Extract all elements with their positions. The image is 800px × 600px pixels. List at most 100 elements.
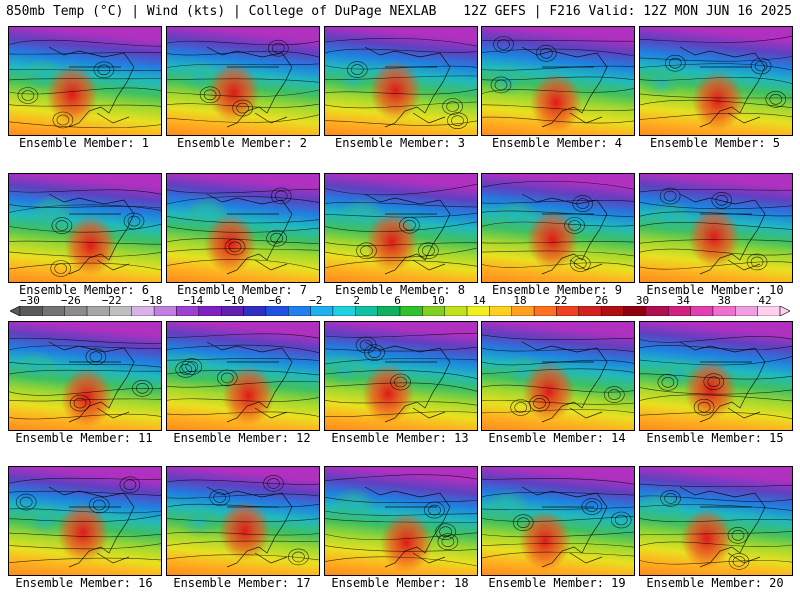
contour-line (640, 373, 792, 380)
ensemble-member-map-14 (481, 321, 635, 431)
closed-contour (119, 476, 141, 494)
closed-contour (21, 90, 35, 101)
contour-line (325, 382, 477, 392)
colorbar-segment (511, 306, 535, 316)
coastline-borders (521, 193, 608, 275)
closed-contour (536, 44, 557, 62)
contour-line (640, 239, 792, 244)
closed-contour (564, 217, 585, 234)
warm-airmass (688, 207, 741, 268)
colorbar-segment (86, 306, 110, 316)
contour-line (640, 202, 792, 210)
closed-contour (73, 397, 87, 409)
closed-contour (203, 89, 217, 101)
ensemble-member-map-3 (324, 26, 478, 136)
run-valid-time: 12Z GEFS | F216 Valid: 12Z MON JUN 16 20… (463, 4, 792, 19)
contour-line (325, 370, 477, 379)
ensemble-member-map-15 (639, 321, 793, 431)
colorbar-tick-label: −10 (224, 294, 245, 307)
colorbar-segment (578, 306, 602, 316)
contour-line (640, 261, 792, 270)
contour-line (482, 250, 634, 257)
colorbar-tick-label: −14 (183, 294, 204, 307)
closed-contour (703, 373, 725, 391)
contour-line (640, 394, 792, 402)
closed-contour (533, 398, 546, 409)
closed-contour (136, 383, 149, 394)
coastline-borders (521, 46, 608, 128)
colorbar-tick-label: 2 (353, 294, 360, 307)
closed-contour (660, 490, 681, 507)
contour-line (9, 78, 161, 81)
closed-contour (123, 212, 145, 230)
closed-contour (750, 57, 772, 75)
contour-line (325, 65, 477, 70)
closed-contour (85, 348, 107, 366)
contour-line (640, 531, 792, 536)
closed-contour (263, 475, 284, 492)
contour-line (9, 240, 161, 245)
contour-line (482, 491, 634, 497)
ensemble-member-map-9 (481, 173, 635, 283)
closed-contour (213, 492, 227, 503)
contour-line (325, 48, 477, 54)
contour-line (640, 188, 792, 193)
contour-line (482, 368, 634, 375)
contour-line (325, 75, 477, 81)
closed-contour (581, 498, 603, 515)
colorbar-segment (355, 306, 378, 316)
ensemble-member-map-1 (8, 26, 162, 136)
contour-line (640, 560, 792, 565)
coastline-borders (679, 193, 766, 275)
closed-contour (17, 87, 39, 104)
contour-line (325, 474, 477, 481)
closed-contour (368, 347, 381, 359)
cool-airmass (331, 62, 376, 95)
closed-contour (350, 64, 364, 75)
closed-contour (424, 501, 445, 519)
ensemble-member-label: Ensemble Member: 4 (491, 136, 623, 150)
contour-line (325, 532, 477, 540)
temperature-field-map (482, 467, 634, 575)
contour-line (167, 531, 319, 536)
closed-contour (55, 220, 69, 231)
closed-contour (731, 530, 745, 541)
closed-contour (769, 94, 783, 105)
contour-line (9, 251, 161, 257)
contour-line (640, 518, 792, 523)
colorbar-tick-label: 26 (595, 294, 609, 307)
colorbar-segment (265, 306, 289, 316)
ensemble-member-label: Ensemble Member: 14 (488, 431, 626, 445)
warm-airmass (369, 60, 422, 121)
contour-line (167, 518, 319, 523)
contour-line (9, 204, 161, 213)
colorbar-segment (735, 306, 758, 316)
contour-line (482, 384, 634, 393)
closed-contour (288, 548, 309, 566)
temperature-field-map (640, 322, 792, 430)
contour-line (9, 477, 161, 484)
ensemble-member-map-5 (639, 26, 793, 136)
colorbar-segment (422, 306, 445, 316)
closed-contour (442, 98, 463, 115)
closed-contour (572, 195, 593, 212)
closed-contour (356, 242, 377, 260)
closed-contour (693, 398, 715, 416)
colorbar-segment (757, 306, 781, 316)
closed-contour (216, 369, 238, 387)
closed-contour (664, 54, 686, 72)
closed-contour (568, 220, 581, 231)
contour-line (482, 180, 634, 190)
contour-line (167, 40, 319, 46)
contour-line (167, 78, 319, 83)
contour-line (167, 63, 319, 68)
cool-airmass (168, 352, 213, 385)
colorbar-tick-label: 10 (431, 294, 445, 307)
temperature-field-map (482, 322, 634, 430)
closed-contour (451, 115, 464, 126)
closed-contour (512, 514, 534, 532)
contour-line (325, 242, 477, 246)
closed-contour (364, 344, 385, 362)
contour-line (325, 38, 477, 47)
ensemble-member-map-18 (324, 466, 478, 576)
